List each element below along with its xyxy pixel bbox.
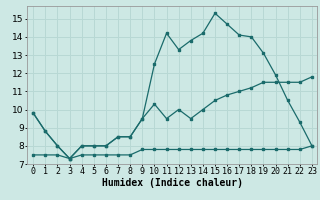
X-axis label: Humidex (Indice chaleur): Humidex (Indice chaleur) <box>101 178 243 188</box>
